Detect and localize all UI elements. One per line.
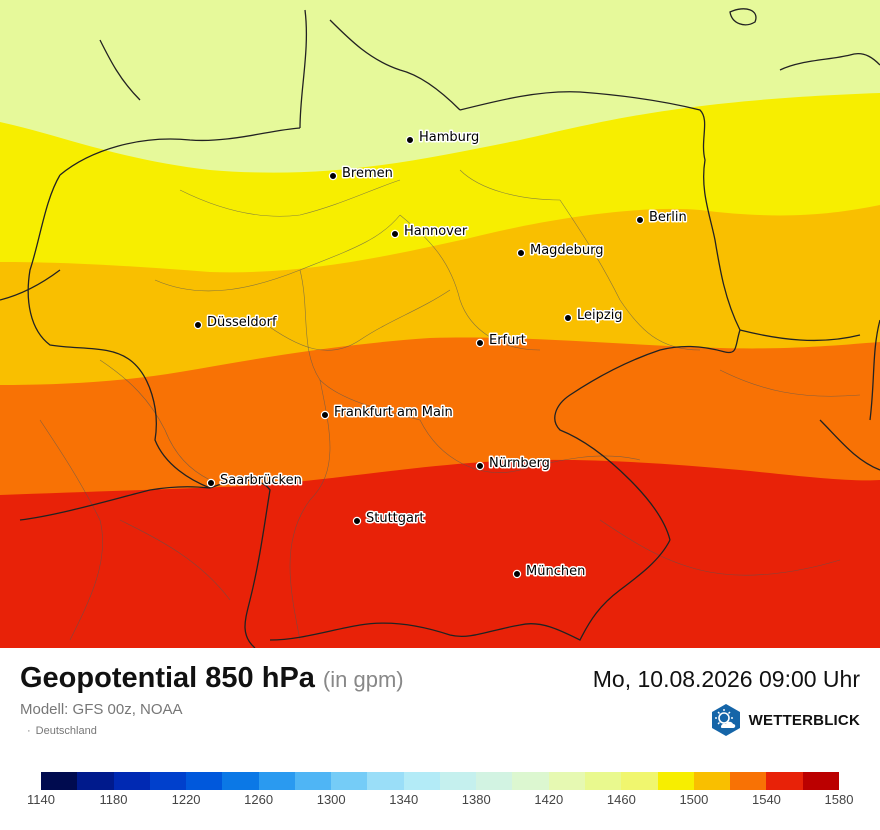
color-scale-swatch <box>512 772 549 790</box>
color-scale-tick-label: 1540 <box>751 792 781 807</box>
color-scale-swatch <box>186 772 223 790</box>
city-label: Erfurt <box>489 333 526 348</box>
city-dot <box>512 569 522 579</box>
color-scale-swatch <box>403 772 440 790</box>
city-dot <box>563 313 573 323</box>
city-label: Stuttgart <box>366 511 424 526</box>
city-marker: Hamburg <box>405 129 481 147</box>
map-title: Geopotential 850 hPa (in gpm) <box>20 662 404 694</box>
color-scale-swatch <box>621 772 658 790</box>
city-label: Bremen <box>342 166 393 181</box>
model-source: Modell: GFS 00z, NOAA <box>20 701 183 718</box>
city-dot <box>475 338 485 348</box>
color-scale-swatch <box>294 772 332 790</box>
city-marker: Stuttgart <box>352 510 426 528</box>
color-scale-swatch <box>657 772 694 790</box>
city-marker: Saarbrücken <box>206 472 303 490</box>
city-dot <box>328 171 338 181</box>
info-panel: Geopotential 850 hPa (in gpm) Modell: GFS… <box>0 648 880 830</box>
color-scale-swatch <box>802 772 839 790</box>
city-dot <box>193 320 203 330</box>
color-scale-tick-label: 1140 <box>27 792 55 807</box>
region-name: Deutschland <box>35 725 97 737</box>
city-marker: München <box>512 563 587 581</box>
city-marker: Leipzig <box>563 307 624 325</box>
city-marker: Erfurt <box>475 332 527 350</box>
city-dot <box>516 248 526 258</box>
color-scale-swatch <box>367 772 404 790</box>
color-scale-swatch <box>693 772 731 790</box>
color-scale-ticks: 1140 1180 1220 1260 1300 1340 1380 1420 1460 1500… <box>0 792 880 808</box>
color-scale-swatch <box>77 772 114 790</box>
state-borders <box>39 169 861 641</box>
city-marker: Bremen <box>328 165 394 183</box>
city-label: Frankfurt am Main <box>334 405 453 420</box>
color-scale-tick-label: 1380 <box>461 792 491 807</box>
color-scale-swatch <box>222 772 259 790</box>
city-dot <box>405 135 415 145</box>
color-scale-swatch <box>476 772 513 790</box>
color-scale-tick-label: 1180 <box>99 792 128 807</box>
city-dot <box>206 478 216 488</box>
color-scale-swatch <box>584 772 622 790</box>
color-scale-swatch <box>331 772 368 790</box>
color-scale-swatch <box>41 772 78 790</box>
country-borders <box>0 8 880 648</box>
city-marker: Hannover <box>390 223 469 241</box>
color-scale-tick-label: 1500 <box>679 792 709 807</box>
brand-logo[interactable]: WETTERBLICK <box>709 703 860 737</box>
color-scale <box>41 772 839 790</box>
weather-sun-cloud-hexagon-icon <box>711 704 740 736</box>
city-dot <box>390 229 400 239</box>
color-scale-swatch <box>548 772 585 790</box>
color-scale-swatch <box>439 772 477 790</box>
city-marker: Düsseldorf <box>193 314 278 332</box>
color-scale-swatch <box>258 772 295 790</box>
band-1540 <box>0 459 880 648</box>
forecast-datetime: Mo, 10.08.2026 09:00 Uhr <box>592 666 860 692</box>
city-marker: Nürnberg <box>475 455 551 473</box>
city-label: Saarbrücken <box>220 473 302 488</box>
color-scale-tick-label: 1340 <box>389 792 419 807</box>
city-label: Düsseldorf <box>207 315 277 330</box>
city-dot <box>352 516 362 526</box>
color-scale-tick-label: 1420 <box>534 792 564 807</box>
region-label: · Deutschland <box>27 725 97 737</box>
city-label: Hamburg <box>419 130 479 145</box>
city-dot <box>635 215 645 225</box>
color-scale-tick-label: 1580 <box>824 792 854 807</box>
brand-name: WETTERBLICK <box>748 711 860 729</box>
geopotential-map: Hamburg Bremen Berlin Hannover Magdeburg Düss… <box>0 0 880 648</box>
city-dot <box>320 410 330 420</box>
city-label: München <box>526 564 585 579</box>
color-scale-tick-label: 1460 <box>606 792 636 807</box>
map-unit: (in gpm) <box>322 667 404 692</box>
city-label: Leipzig <box>577 308 623 323</box>
city-label: Nürnberg <box>489 456 550 471</box>
city-label: Hannover <box>404 224 468 239</box>
color-scale-swatch <box>766 772 803 790</box>
color-scale-tick-label: 1300 <box>316 792 346 807</box>
color-scale-tick-label: 1260 <box>244 792 274 807</box>
city-label: Berlin <box>649 210 687 225</box>
city-layer: Hamburg Bremen Berlin Hannover Magdeburg Düss… <box>193 129 688 581</box>
color-scale-swatch <box>149 772 187 790</box>
color-scale-swatch <box>113 772 150 790</box>
city-marker: Frankfurt am Main <box>320 404 454 422</box>
city-marker: Berlin <box>635 209 688 227</box>
city-label: Magdeburg <box>530 243 604 258</box>
color-scale-tick-label: 1220 <box>171 792 201 807</box>
city-dot <box>475 461 485 471</box>
color-scale-swatch <box>730 772 767 790</box>
city-marker: Magdeburg <box>516 242 605 260</box>
